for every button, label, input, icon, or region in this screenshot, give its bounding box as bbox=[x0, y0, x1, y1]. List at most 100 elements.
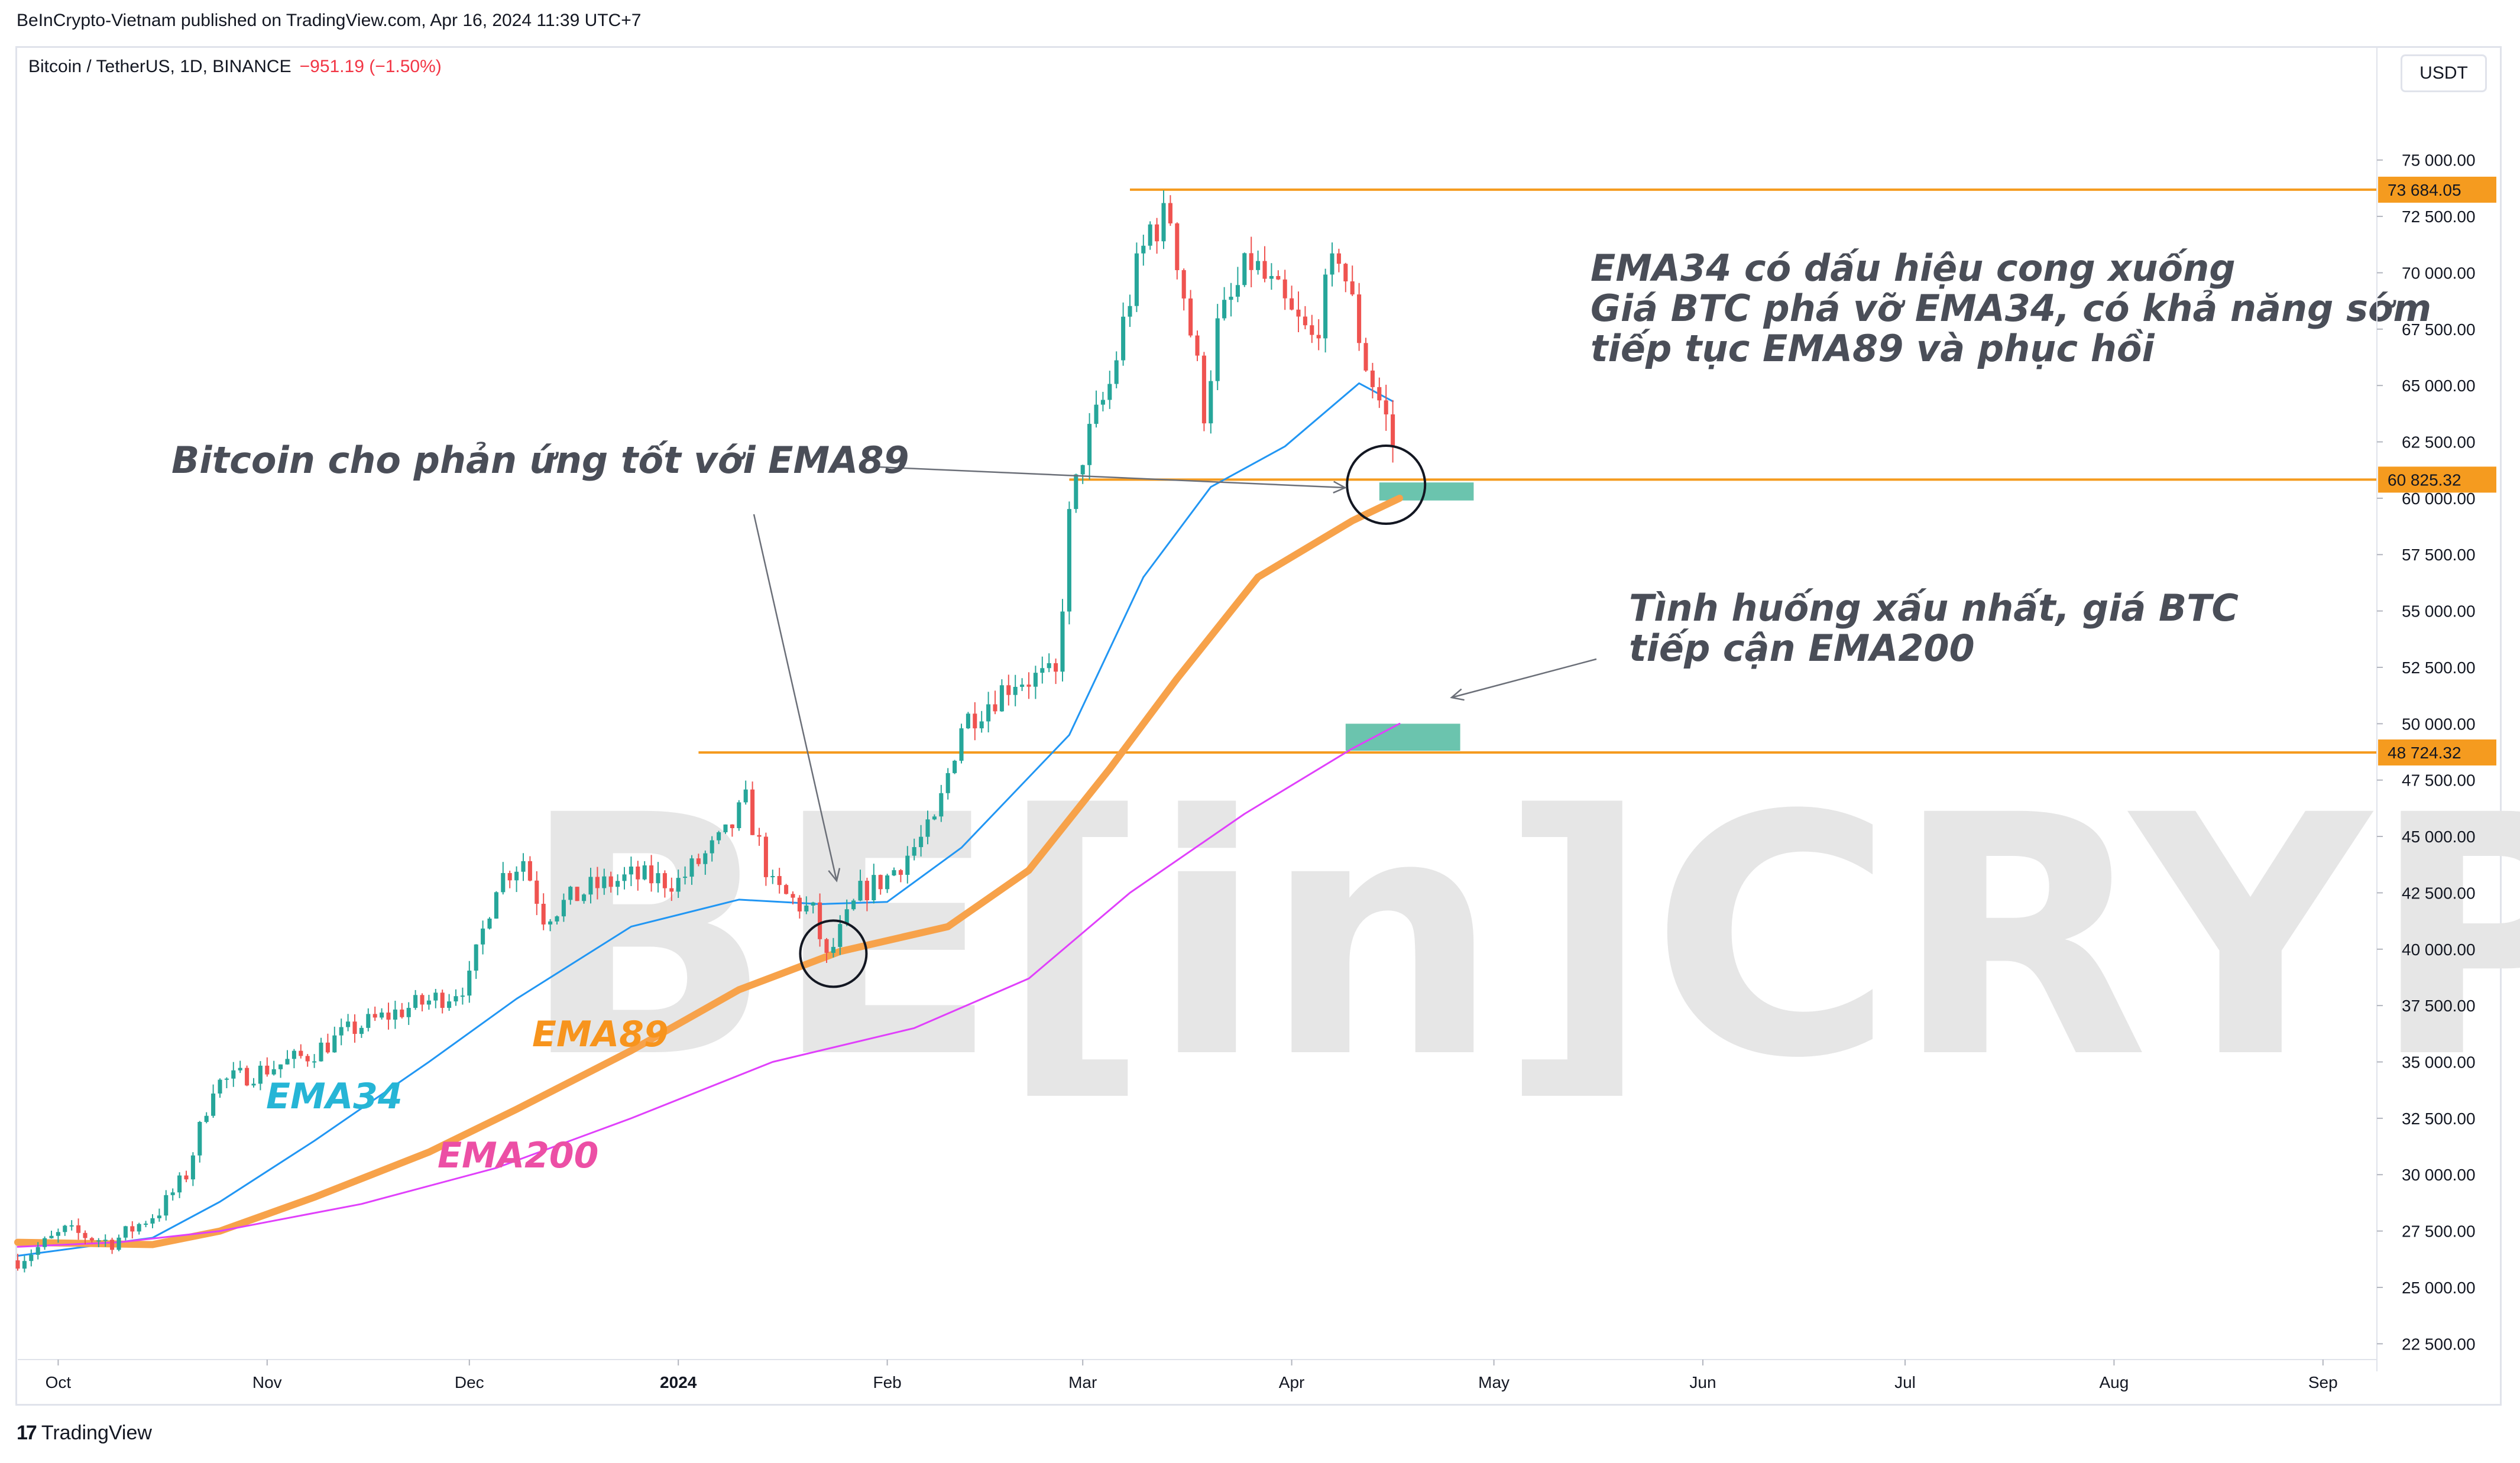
candle-body bbox=[467, 971, 472, 996]
time-axis[interactable]: Oct Nov Dec 2024 Feb Mar Apr May Jun Jul Aug Sep bbox=[18, 1359, 2377, 1391]
candle-body bbox=[1276, 275, 1281, 280]
candle-body bbox=[386, 1012, 391, 1020]
candle-body bbox=[1074, 474, 1078, 510]
candle-body bbox=[426, 1000, 431, 1005]
candle-body bbox=[892, 870, 896, 875]
candle-body bbox=[1235, 285, 1240, 297]
candle-body bbox=[265, 1065, 270, 1075]
candle-body bbox=[824, 939, 829, 953]
candle-body bbox=[319, 1042, 323, 1062]
candle-body bbox=[1290, 298, 1294, 310]
price-levels bbox=[698, 188, 2377, 754]
price-level-label: 73 684.05 bbox=[2388, 181, 2461, 199]
candle-body bbox=[218, 1079, 222, 1094]
candle-body bbox=[521, 861, 526, 872]
time-tick-label: Jun bbox=[1689, 1373, 1716, 1391]
candle-body bbox=[1155, 224, 1159, 242]
candle-body bbox=[1040, 668, 1045, 673]
ema89-touch-circle bbox=[1346, 445, 1427, 525]
price-tick-label: 45 000.00 bbox=[2402, 828, 2476, 846]
candle-body bbox=[103, 1240, 108, 1241]
candle-body bbox=[352, 1021, 357, 1034]
candle-body bbox=[346, 1021, 351, 1027]
candle-body bbox=[393, 1009, 397, 1020]
candle-body bbox=[1026, 685, 1031, 687]
annotation-arrow bbox=[1451, 658, 1597, 699]
price-level-label: 48 724.32 bbox=[2388, 744, 2461, 762]
time-tick-label: Aug bbox=[2099, 1373, 2129, 1391]
candle-body bbox=[1384, 400, 1388, 415]
candle-body bbox=[211, 1093, 216, 1116]
candle-body bbox=[487, 919, 492, 929]
candle-body bbox=[851, 900, 856, 910]
candle-body bbox=[662, 873, 667, 888]
candle-body bbox=[945, 773, 950, 793]
candle-body bbox=[737, 802, 741, 828]
annotation-text: tiếp cận EMA200 bbox=[1629, 627, 1975, 670]
candle-body bbox=[481, 928, 485, 945]
candle-body bbox=[1134, 253, 1139, 306]
candle-body bbox=[170, 1192, 175, 1195]
candle-body bbox=[1229, 296, 1233, 300]
support-zones bbox=[1345, 482, 1474, 751]
candle-body bbox=[535, 880, 539, 904]
candle-body bbox=[763, 836, 768, 877]
price-axis[interactable]: 75 000.00 72 500.00 70 000.00 67 500.00 65 0… bbox=[2376, 47, 2496, 1371]
candle-body bbox=[730, 824, 734, 828]
price-tick-label: 42 500.00 bbox=[2402, 884, 2476, 902]
annotation-arrowhead bbox=[1333, 481, 1347, 494]
candle-body bbox=[1242, 253, 1247, 286]
price-tick-label: 30 000.00 bbox=[2402, 1166, 2476, 1184]
candle-body bbox=[285, 1059, 290, 1065]
candle-body bbox=[885, 875, 890, 890]
candle-body bbox=[1262, 261, 1267, 279]
candle-body bbox=[197, 1122, 202, 1156]
candle-body bbox=[1100, 400, 1105, 405]
price-tick-label: 32 500.00 bbox=[2402, 1110, 2476, 1128]
candle-body bbox=[1195, 335, 1200, 356]
candle-body bbox=[460, 995, 465, 997]
candle-body bbox=[29, 1254, 34, 1261]
candle-body bbox=[501, 872, 506, 893]
candle-body bbox=[541, 903, 546, 924]
candle-body bbox=[838, 924, 843, 947]
price-tick-label: 35 000.00 bbox=[2402, 1053, 2476, 1071]
candle-body bbox=[400, 1009, 404, 1017]
candle-body bbox=[797, 897, 802, 911]
candle-body bbox=[622, 874, 627, 881]
candle-body bbox=[750, 789, 755, 835]
ema-label-ema200: EMA200 bbox=[438, 1135, 598, 1176]
candle-body bbox=[339, 1027, 344, 1036]
candle-body bbox=[999, 685, 1004, 712]
candle-body bbox=[494, 892, 498, 919]
symbol-name: Bitcoin / TetherUS, 1D, BINANCE bbox=[28, 57, 291, 76]
candle-body bbox=[1256, 261, 1261, 270]
candle-body bbox=[1128, 306, 1132, 317]
time-tick-label: May bbox=[1478, 1373, 1510, 1391]
candle-body bbox=[669, 888, 674, 892]
candle-body bbox=[784, 885, 789, 894]
currency-button[interactable]: USDT bbox=[2401, 54, 2487, 92]
candle-body bbox=[406, 1008, 411, 1017]
candle-body bbox=[710, 840, 714, 854]
candle-body bbox=[818, 902, 822, 939]
annotation-arrow bbox=[877, 466, 1346, 489]
tradingview-logo[interactable]: 17 TradingView bbox=[17, 1422, 152, 1445]
candle-body bbox=[164, 1195, 169, 1216]
chart-markers bbox=[753, 445, 1597, 988]
price-tick-label: 27 500.00 bbox=[2402, 1222, 2476, 1241]
candle-body bbox=[1269, 275, 1274, 279]
candle-body bbox=[204, 1115, 209, 1123]
candle-body bbox=[413, 995, 418, 1008]
candle-body bbox=[359, 1027, 364, 1034]
candle-body bbox=[898, 870, 903, 875]
price-level-label: 60 825.32 bbox=[2388, 471, 2461, 489]
candle-body bbox=[723, 824, 728, 832]
candle-body bbox=[979, 721, 984, 729]
candle-body bbox=[1363, 343, 1368, 371]
candle-body bbox=[190, 1155, 195, 1180]
candle-body bbox=[15, 1260, 20, 1269]
candle-body bbox=[959, 728, 964, 761]
price-tick-label: 70 000.00 bbox=[2402, 264, 2476, 282]
